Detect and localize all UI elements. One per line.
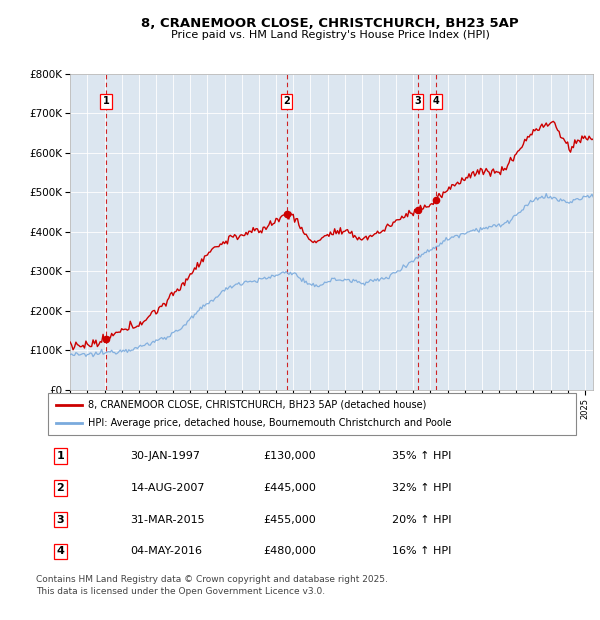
Text: 4: 4: [56, 546, 64, 556]
Text: 8, CRANEMOOR CLOSE, CHRISTCHURCH, BH23 5AP: 8, CRANEMOOR CLOSE, CHRISTCHURCH, BH23 5…: [141, 17, 519, 30]
Text: £480,000: £480,000: [263, 546, 316, 556]
FancyBboxPatch shape: [48, 393, 576, 435]
Text: 2: 2: [56, 483, 64, 493]
Text: 04-MAY-2016: 04-MAY-2016: [131, 546, 203, 556]
Text: 30-JAN-1997: 30-JAN-1997: [131, 451, 200, 461]
Text: 2: 2: [283, 97, 290, 107]
Text: 35% ↑ HPI: 35% ↑ HPI: [392, 451, 452, 461]
Text: 1: 1: [56, 451, 64, 461]
Text: 31-MAR-2015: 31-MAR-2015: [131, 515, 205, 525]
Text: 20% ↑ HPI: 20% ↑ HPI: [392, 515, 452, 525]
Text: 3: 3: [414, 97, 421, 107]
Text: HPI: Average price, detached house, Bournemouth Christchurch and Poole: HPI: Average price, detached house, Bour…: [88, 418, 451, 428]
Text: 32% ↑ HPI: 32% ↑ HPI: [392, 483, 452, 493]
Text: Contains HM Land Registry data © Crown copyright and database right 2025.
This d: Contains HM Land Registry data © Crown c…: [36, 575, 388, 596]
Text: 8, CRANEMOOR CLOSE, CHRISTCHURCH, BH23 5AP (detached house): 8, CRANEMOOR CLOSE, CHRISTCHURCH, BH23 5…: [88, 400, 426, 410]
Text: £130,000: £130,000: [263, 451, 316, 461]
Text: £455,000: £455,000: [263, 515, 316, 525]
Text: 4: 4: [433, 97, 439, 107]
Text: 14-AUG-2007: 14-AUG-2007: [131, 483, 205, 493]
Text: £445,000: £445,000: [263, 483, 316, 493]
Text: 1: 1: [103, 97, 109, 107]
Text: 3: 3: [56, 515, 64, 525]
Text: 16% ↑ HPI: 16% ↑ HPI: [392, 546, 452, 556]
Text: Price paid vs. HM Land Registry's House Price Index (HPI): Price paid vs. HM Land Registry's House …: [170, 30, 490, 40]
